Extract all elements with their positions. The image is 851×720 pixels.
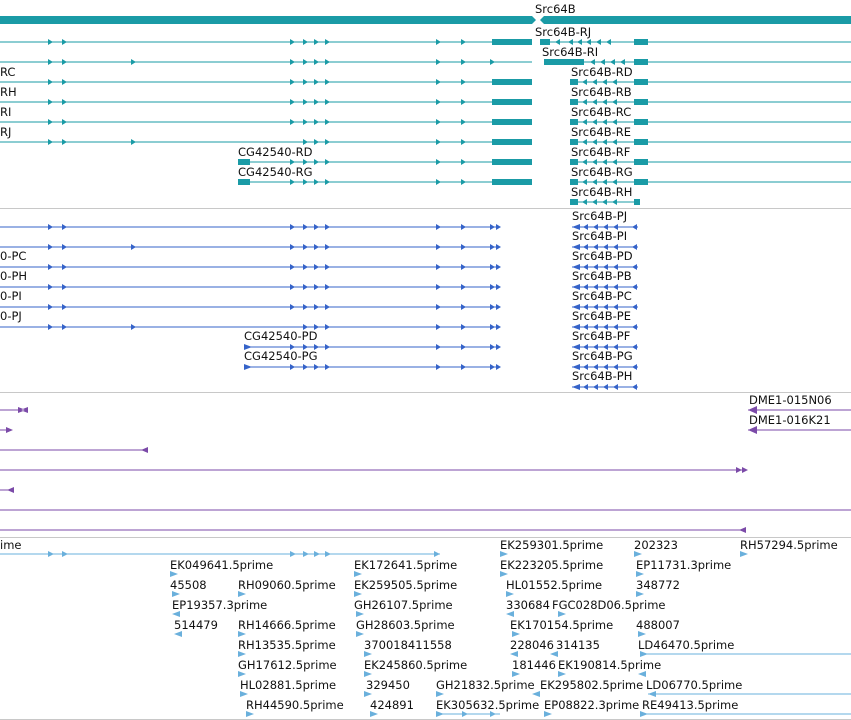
est-label[interactable]: 330684 (506, 598, 550, 612)
est-label[interactable]: RE49413.5prime (642, 698, 739, 712)
left-transcripts[interactable] (0, 39, 532, 185)
clone-label[interactable]: DME1-016K21 (749, 413, 831, 427)
protein-label[interactable]: CG42540-PD (244, 329, 318, 343)
est-label[interactable]: RH57294.5prime (740, 538, 838, 552)
est-track-graphics (0, 551, 851, 717)
track-divider (0, 537, 851, 538)
track-divider (0, 208, 851, 209)
protein-label[interactable]: 0-PH (0, 269, 28, 283)
track-divider (0, 392, 851, 393)
est-label[interactable]: LD06770.5prime (646, 678, 743, 692)
protein-label[interactable]: Src64B-PB (572, 269, 632, 283)
est-label[interactable]: 488007 (636, 618, 680, 632)
est-label[interactable]: 424891 (370, 698, 414, 712)
gene-bar[interactable] (0, 16, 536, 24)
est-label[interactable]: ime (0, 538, 22, 552)
est-label[interactable]: EK259505.5prime (354, 578, 458, 592)
est-label[interactable]: RH14666.5prime (238, 618, 336, 632)
protein-label[interactable]: Src64B-PF (572, 329, 631, 343)
est-label[interactable]: 329450 (366, 678, 410, 692)
est-label[interactable]: RH44590.5prime (246, 698, 344, 712)
est-features[interactable] (0, 551, 851, 717)
gene-track-graphics (0, 16, 851, 205)
est-label[interactable]: 348772 (636, 578, 680, 592)
gene-bar-right[interactable] (540, 16, 851, 24)
est-label[interactable]: EK259301.5prime (500, 538, 604, 552)
est-label[interactable]: GH17612.5prime (238, 658, 337, 672)
clone-label[interactable]: DME1-015N06 (749, 393, 832, 407)
est-label[interactable]: HL01552.5prime (506, 578, 603, 592)
est-label[interactable]: EK245860.5prime (364, 658, 468, 672)
left-proteins[interactable] (0, 224, 501, 370)
protein-label[interactable]: Src64B-PI (572, 229, 628, 243)
est-label[interactable]: EK172641.5prime (354, 558, 458, 572)
clone-track: DME1-015N06 DME1-016K21 (0, 393, 851, 537)
clone-features[interactable] (0, 406, 851, 533)
est-label[interactable]: EP08822.3prime (544, 698, 640, 712)
transcript-label[interactable]: CG42540-RG (238, 165, 313, 179)
est-label[interactable]: HL02881.5prime (240, 678, 337, 692)
protein-label[interactable]: Src64B-PG (572, 349, 633, 363)
protein-track: Src64B-PJ Src64B-PI Src64B-PD Src64B-PB … (0, 209, 851, 392)
gene-track: Src64B Src64B-RJ Src64B-RI Src64B-RD Src… (0, 0, 851, 208)
protein-label[interactable]: Src64B-PC (572, 289, 632, 303)
transcript-label[interactable]: Src64B-RG (571, 165, 633, 179)
transcript-label[interactable]: Src64B-RC (571, 105, 632, 119)
est-label[interactable]: 228046 (510, 638, 554, 652)
protein-label[interactable]: Src64B-PJ (572, 209, 628, 223)
est-label[interactable]: EP19357.3prime (172, 598, 268, 612)
est-label[interactable]: 45508 (170, 578, 207, 592)
est-label[interactable]: GH26107.5prime (354, 598, 453, 612)
est-label[interactable]: GH28603.5prime (356, 618, 455, 632)
transcript-label[interactable]: Src64B-RF (571, 145, 631, 159)
est-label[interactable]: 370018411558 (364, 638, 452, 652)
est-label[interactable]: EK223205.5prime (500, 558, 604, 572)
est-label[interactable]: RH13535.5prime (238, 638, 336, 652)
est-label[interactable]: EP11731.3prime (636, 558, 732, 572)
est-label[interactable]: EK170154.5prime (510, 618, 614, 632)
transcript-label[interactable]: Src64B-RB (571, 85, 632, 99)
est-label[interactable]: RH09060.5prime (238, 578, 336, 592)
est-label[interactable]: 314135 (556, 638, 600, 652)
transcript-label[interactable]: Src64B-RI (542, 45, 599, 59)
right-transcripts[interactable] (540, 39, 851, 205)
clone-track-graphics (0, 406, 851, 533)
protein-label[interactable]: 0-PI (0, 289, 22, 303)
transcript-label[interactable]: Src64B-RD (571, 65, 633, 79)
protein-label[interactable]: 0-PC (0, 249, 27, 263)
est-label[interactable]: 202323 (634, 538, 678, 552)
transcript-label[interactable]: Src64B-RJ (535, 25, 592, 39)
transcript-label[interactable]: CG42540-RD (238, 145, 313, 159)
est-label[interactable]: LD46470.5prime (638, 638, 735, 652)
protein-label[interactable]: Src64B-PE (572, 309, 631, 323)
protein-label[interactable]: 0-PJ (0, 309, 22, 323)
protein-track-graphics (0, 224, 638, 390)
protein-label[interactable]: CG42540-PG (244, 349, 318, 363)
protein-label[interactable]: Src64B-PH (572, 369, 633, 383)
transcript-label[interactable]: RI (0, 105, 12, 119)
est-label[interactable]: EK305632.5prime (436, 698, 540, 712)
est-label[interactable]: EK190814.5prime (558, 658, 662, 672)
transcript-label[interactable]: Src64B-RH (571, 185, 633, 199)
right-proteins[interactable] (572, 224, 638, 390)
est-label[interactable]: EK049641.5prime (170, 558, 274, 572)
transcript-label[interactable]: RC (0, 65, 16, 79)
transcript-label[interactable]: RH (0, 85, 17, 99)
est-label[interactable]: EK295802.5prime (540, 678, 644, 692)
est-label[interactable]: GH21832.5prime (436, 678, 535, 692)
gene-label[interactable]: Src64B (535, 2, 576, 16)
est-label[interactable]: 514479 (174, 618, 218, 632)
est-track: ime EK259301.5prime 202323 RH57294.5prim… (0, 538, 851, 720)
transcript-label[interactable]: Src64B-RE (571, 125, 632, 139)
transcript-label[interactable]: RJ (0, 125, 12, 139)
est-label[interactable]: FGC028D06.5prime (552, 598, 666, 612)
protein-label[interactable]: Src64B-PD (572, 249, 633, 263)
est-label[interactable]: 181446 (512, 658, 556, 672)
